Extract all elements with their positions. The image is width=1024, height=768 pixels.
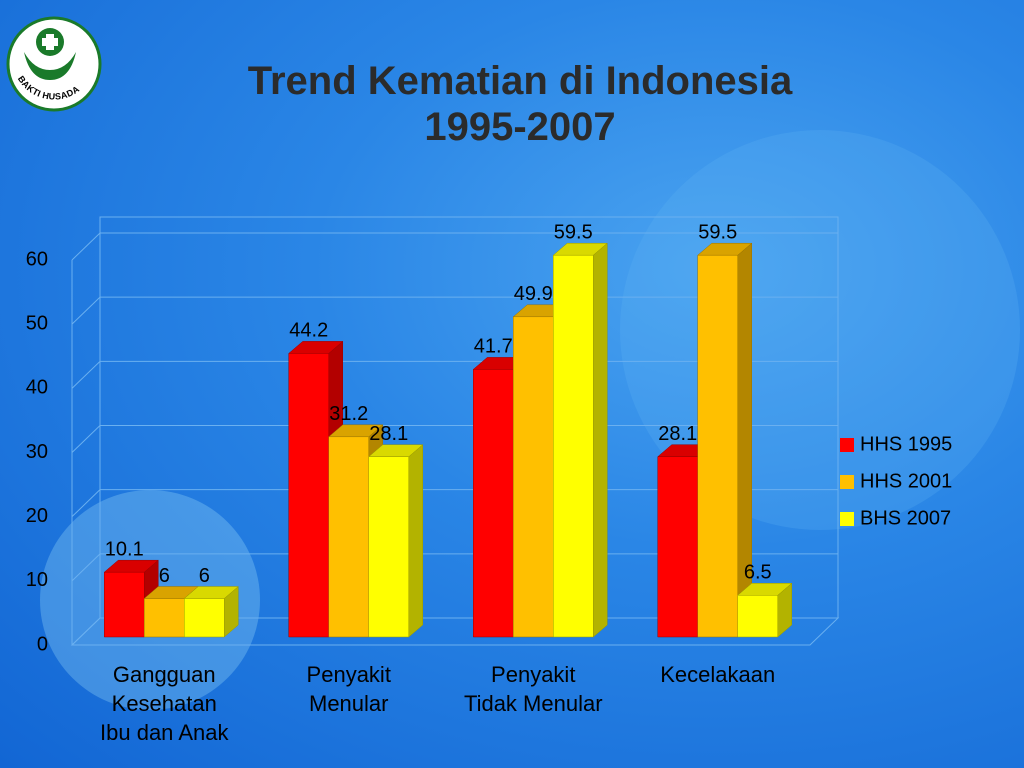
value-label: 41.7 <box>474 336 513 358</box>
x-tick-label: Penyakit Tidak Menular <box>463 662 603 716</box>
y-tick-label: 20 <box>26 505 48 527</box>
value-label: 28.1 <box>658 423 697 445</box>
y-tick-label: 40 <box>26 377 48 399</box>
value-label: 44.2 <box>289 320 328 342</box>
y-tick-label: 60 <box>26 248 48 270</box>
chart-title: Trend Kematian di Indonesia 1995-2007 <box>247 59 793 149</box>
y-tick-label: 50 <box>26 312 48 334</box>
legend-swatch <box>840 512 854 526</box>
value-label: 28.1 <box>369 423 408 445</box>
x-tick-label: Kecelakaan <box>660 662 776 687</box>
x-tick-label: Penyakit Menular <box>306 662 391 716</box>
x-tick-label: Gangguan Kesehatan Ibu dan Anak <box>100 662 229 745</box>
bar <box>552 242 608 638</box>
legend-label: BHS 2007 <box>860 507 951 529</box>
legend-swatch <box>840 475 854 489</box>
value-label: 49.9 <box>514 283 553 305</box>
legend-swatch <box>840 438 854 452</box>
legend-label: HHS 2001 <box>860 470 952 492</box>
y-tick-label: 30 <box>26 441 48 463</box>
bar <box>103 559 159 638</box>
value-label: 59.5 <box>554 221 593 243</box>
bar <box>737 582 793 638</box>
bar <box>697 242 753 638</box>
value-label: 59.5 <box>698 221 737 243</box>
y-tick-label: 0 <box>37 633 48 655</box>
logo: BAKTI HUSADA <box>6 16 102 112</box>
value-label: 6.5 <box>744 562 772 584</box>
value-label: 10.1 <box>105 538 144 560</box>
y-tick-label: 10 <box>26 569 48 591</box>
value-label: 6 <box>199 565 210 587</box>
grid-line <box>71 232 838 261</box>
legend-label: HHS 1995 <box>860 433 952 455</box>
value-label: 6 <box>159 565 170 587</box>
bar <box>368 444 424 638</box>
value-label: 31.2 <box>329 403 368 425</box>
bar <box>183 585 239 638</box>
